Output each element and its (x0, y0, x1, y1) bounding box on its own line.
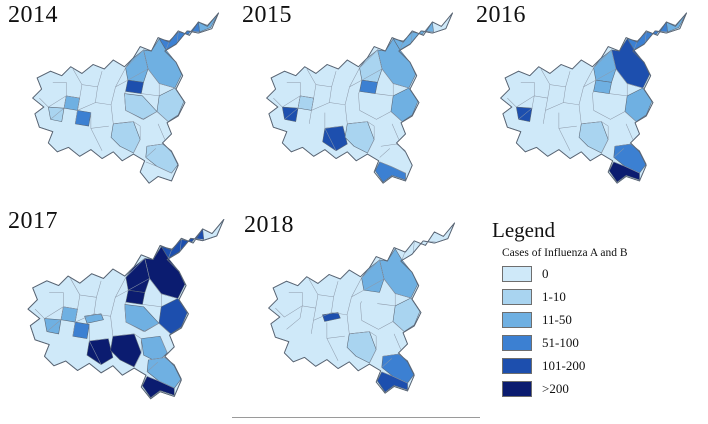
district-ne_arm (158, 21, 200, 51)
legend-row-5: >200 (502, 380, 698, 397)
legend-swatch-4 (502, 357, 532, 374)
legend-label-4: 101-200 (542, 357, 586, 373)
year-label-2017: 2017 (8, 208, 58, 234)
district-ne_arm (626, 21, 668, 51)
district-west_2 (72, 321, 90, 339)
year-label-2014: 2014 (8, 2, 58, 28)
district-se_tail_tip (377, 371, 408, 393)
legend-swatch-1 (502, 288, 532, 305)
district-west_1 (63, 95, 80, 111)
choropleth-map-2016 (500, 12, 688, 184)
map-panel-2014: 2014 (2, 0, 234, 206)
legend-swatch-2 (502, 311, 532, 328)
map-panel-2017: 2017 (2, 206, 234, 412)
legend-row-2: 11-50 (502, 311, 698, 328)
scale-rule (232, 417, 480, 418)
map-panel-2015: 2015 (236, 0, 468, 206)
legend-label-2: 11-50 (542, 311, 572, 327)
district-se_tail_tip (142, 376, 175, 398)
legend-subtitle: Cases of Influenza A and B (502, 247, 628, 259)
legend-label-3: 51-100 (542, 334, 579, 350)
legend-label-1: 1-10 (542, 288, 566, 304)
district-center_2 (125, 289, 146, 305)
legend-row-0: 0 (502, 265, 698, 282)
district-ne_arm (392, 21, 434, 51)
district-center_2 (359, 79, 378, 94)
district-center_2 (125, 79, 144, 94)
legend-label-0: 0 (542, 265, 549, 281)
district-west_1 (297, 95, 314, 111)
district-west_2 (74, 110, 92, 127)
year-label-2015: 2015 (242, 2, 292, 28)
district-west_sliver (322, 312, 341, 322)
legend: Legend Cases of Influenza A and B 0 1-10… (486, 218, 698, 403)
choropleth-map-2015 (266, 12, 454, 184)
map-panel-2018: 2018 (238, 210, 470, 416)
district-center_2 (593, 79, 612, 94)
choropleth-map-2014 (32, 12, 220, 184)
district-se_1 (140, 335, 168, 363)
legend-swatch-5 (502, 380, 532, 397)
legend-title: Legend (492, 218, 555, 242)
choropleth-map-2018 (268, 222, 456, 394)
district-ne_arm (161, 228, 205, 259)
district-se_tail_tip (609, 161, 640, 183)
legend-swatch-0 (502, 265, 532, 282)
year-label-2016: 2016 (476, 2, 526, 28)
legend-label-5: >200 (542, 380, 569, 396)
legend-row-1: 1-10 (502, 288, 698, 305)
district-west_sliver (84, 313, 104, 324)
legend-row-3: 51-100 (502, 334, 698, 351)
district-west_1 (60, 306, 78, 323)
year-label-2018: 2018 (244, 212, 294, 238)
map-panel-2016: 2016 (470, 0, 702, 206)
district-se_tail_tip (375, 161, 406, 183)
choropleth-map-2017 (27, 218, 225, 400)
legend-row-4: 101-200 (502, 357, 698, 374)
legend-swatch-3 (502, 334, 532, 351)
